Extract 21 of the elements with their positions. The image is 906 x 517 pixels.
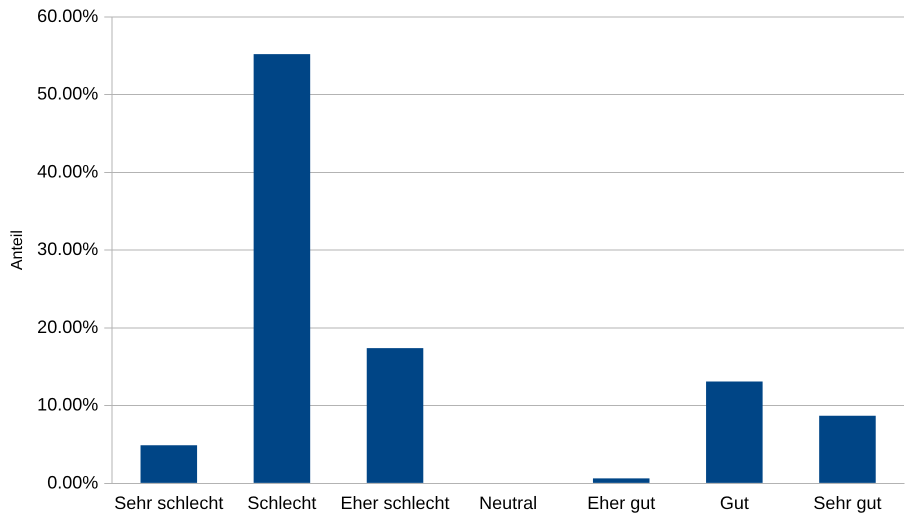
y-tick-label: 0.00% [47, 472, 98, 492]
y-tick-label: 40.00% [37, 161, 98, 182]
x-tick-label: Neutral [479, 493, 538, 514]
bar [140, 445, 198, 483]
y-tick-label: 50.00% [37, 84, 98, 104]
y-tick-label: 30.00% [37, 239, 98, 260]
y-axis-title: Anteil [9, 230, 26, 270]
x-tick-label: Sehr schlecht [114, 493, 224, 514]
x-tick-label: Sehr gut [813, 493, 882, 514]
bar [706, 382, 763, 483]
y-tick-label: 60.00% [37, 6, 98, 26]
x-tick-label: Eher schlecht [340, 493, 450, 514]
x-tick-label: Eher gut [587, 493, 656, 514]
x-tick-label: Gut [720, 493, 749, 514]
bar [254, 54, 310, 483]
y-tick-label: 20.00% [37, 316, 98, 337]
y-tick-label: 10.00% [37, 394, 98, 415]
bar [819, 416, 876, 483]
bar [366, 348, 424, 483]
bar [592, 478, 650, 483]
x-tick-label: Schlecht [247, 493, 316, 514]
